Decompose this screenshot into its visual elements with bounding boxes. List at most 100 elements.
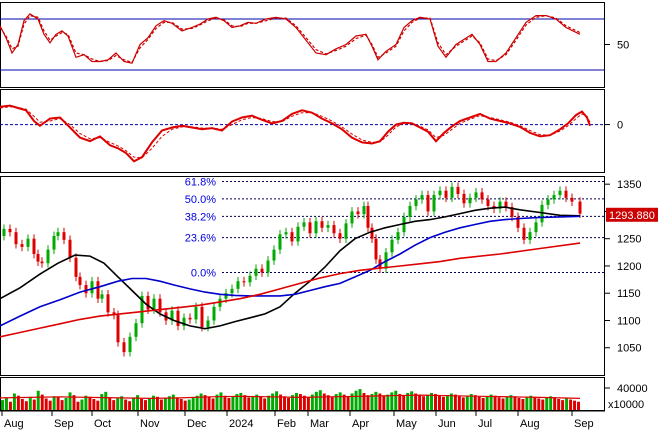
candle-body (468, 197, 472, 204)
volume-bar (263, 398, 267, 410)
volume-bar (8, 401, 12, 410)
volume-bar (159, 399, 163, 410)
candle-body (366, 205, 370, 228)
candle-body (170, 310, 174, 321)
candle-body (344, 223, 348, 239)
volume-bar (128, 401, 132, 410)
volume-bar (287, 397, 290, 410)
volume-bar (430, 392, 434, 410)
volume-bar (481, 397, 485, 410)
volume-bar (549, 396, 553, 410)
candle-body (122, 342, 126, 353)
candle-body (96, 281, 100, 299)
candle-body (462, 193, 466, 204)
volume-bar (485, 396, 489, 410)
candle-body (510, 207, 514, 217)
volume-bar (120, 396, 124, 410)
candle-body (578, 201, 582, 214)
volume-bar (195, 395, 199, 410)
ma-mid-line (0, 215, 581, 327)
volume-bar (179, 399, 183, 410)
volume-bar (32, 399, 36, 410)
volume-bar (465, 395, 469, 410)
volume-bar (72, 395, 76, 410)
volume-bar (163, 398, 167, 410)
y-tick-label: 1350 (617, 179, 641, 191)
volume-bar (167, 396, 171, 410)
volume-ma-line (0, 394, 581, 400)
candle-body (480, 192, 484, 200)
candle-body (338, 233, 342, 239)
volume-bar (362, 392, 366, 410)
volume-unit-label: x10000 (608, 399, 644, 411)
volume-bar (318, 390, 322, 410)
volume-bar (116, 398, 120, 410)
candle-body (26, 238, 30, 247)
volume-bar (414, 393, 418, 410)
y-tick-label: 1150 (617, 288, 641, 300)
candle-body (350, 211, 354, 224)
last-price-label: 1293.880 (609, 210, 655, 222)
candle-body (2, 228, 6, 236)
candle-body (402, 216, 406, 233)
stochastic-line-2 (0, 14, 581, 64)
candle-body (218, 298, 222, 307)
candle-body (20, 244, 24, 247)
fib-label: 61.8% (185, 176, 216, 188)
volume-bar (521, 399, 525, 410)
candle-body (140, 295, 144, 324)
stochastic-line-1 (0, 13, 581, 64)
volume-bar (449, 393, 453, 410)
x-tick-label: Jun (438, 418, 456, 430)
candle-body (78, 276, 82, 286)
volume-bar (175, 397, 179, 410)
candle-body (570, 197, 574, 202)
candle-body (116, 315, 120, 343)
candle-body (230, 288, 234, 294)
volume-bar (203, 395, 207, 410)
candle-body (284, 232, 288, 235)
volume-bar (76, 401, 80, 410)
volume-bar (44, 398, 48, 410)
last-price-badge (606, 207, 658, 222)
candle-body (272, 249, 276, 261)
volume-bar (231, 396, 235, 410)
volume-bar (569, 399, 573, 410)
volume-bar (271, 393, 275, 410)
volume-bar (84, 395, 88, 410)
volume-bar (382, 395, 386, 410)
candle-body (188, 317, 192, 320)
candle-body (36, 253, 40, 262)
candle-body (84, 285, 88, 294)
macd-line-2 (0, 106, 591, 159)
volume-bar (410, 391, 414, 410)
fib-label: 23.6% (185, 233, 216, 245)
volume-bar (394, 390, 398, 410)
x-tick-label: Jul (478, 418, 492, 430)
volume-bar (243, 395, 247, 410)
stochastic-panel: 50 (0, 2, 629, 88)
candle-body (254, 268, 258, 276)
volume-bar (88, 396, 92, 410)
volume-bar (573, 400, 577, 410)
volume-bar (553, 397, 557, 410)
volume-bar (108, 397, 112, 410)
volume-bar (52, 396, 56, 410)
volume-bar (529, 395, 533, 410)
volume-bar (259, 396, 263, 410)
volume-bar (402, 395, 406, 410)
candle-body (290, 232, 294, 242)
volume-bar (537, 398, 541, 410)
volume-bar (370, 394, 374, 410)
candle-body (534, 222, 538, 233)
candle-body (90, 281, 94, 294)
candle-body (370, 227, 374, 239)
volume-bar (517, 397, 521, 410)
x-tick-label: Mar (310, 418, 329, 430)
candle-body (52, 235, 56, 250)
candle-body (200, 306, 204, 328)
volume-bar (354, 390, 358, 410)
volume-bar (215, 394, 219, 410)
ma-slow-line (0, 206, 581, 330)
x-tick-label: Aug (520, 418, 540, 430)
